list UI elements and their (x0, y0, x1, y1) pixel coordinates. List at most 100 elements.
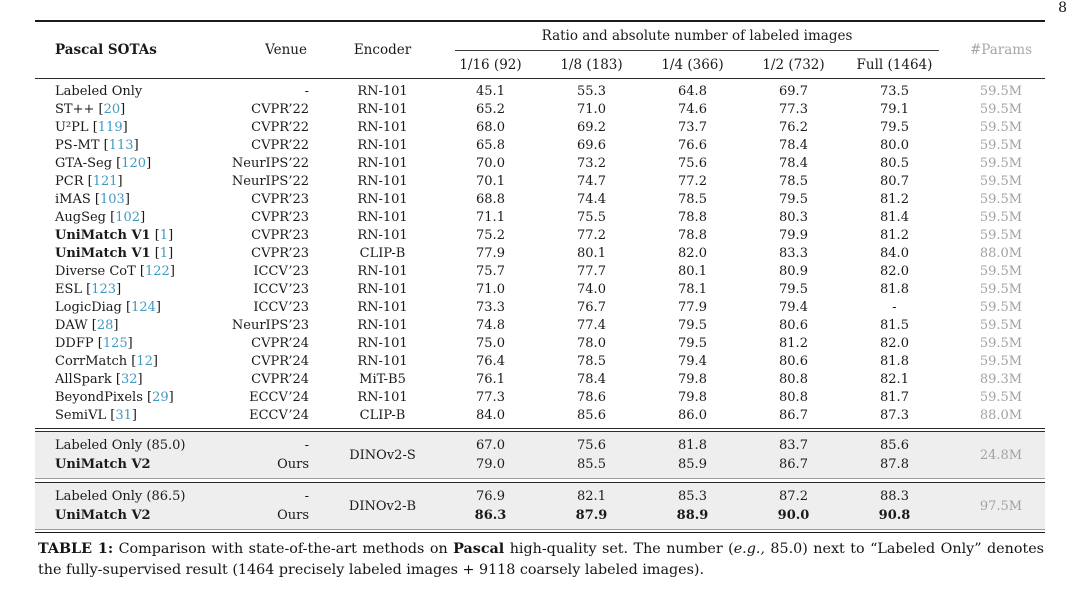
venue-cell: CVPR’22 (251, 119, 309, 135)
citation-link[interactable]: 32 (121, 371, 138, 387)
value-cell: 77.9 (476, 245, 505, 261)
citation-link[interactable]: 28 (96, 317, 114, 333)
value-cell: 86.3 (474, 508, 507, 523)
value-cell: 80.5 (880, 155, 909, 171)
value-cell: 69.6 (577, 137, 606, 153)
method-name: DDFP (55, 335, 94, 351)
value-cell: 88.3 (880, 489, 909, 504)
value-cell: 75.7 (476, 263, 505, 279)
value-cell: 79.4 (678, 353, 707, 369)
method-name: GTA-Seg (55, 155, 113, 171)
citation-link[interactable]: 120 (121, 155, 147, 171)
venue-cell: ICCV’23 (253, 263, 309, 279)
value-cell: - (892, 299, 897, 315)
header-method-column: Pascal SOTAs (55, 42, 157, 58)
value-cell: 79.0 (476, 457, 505, 472)
value-cell: 78.4 (779, 155, 808, 171)
value-cell: 73.7 (678, 119, 707, 135)
value-cell: 65.2 (476, 101, 505, 117)
method-cell: UniMatch V2 (35, 508, 230, 523)
method-name: CorrMatch (55, 353, 128, 369)
citation-link[interactable]: 1 (159, 227, 169, 243)
params-cell: 59.5M (979, 191, 1023, 207)
method-cell: U²PL [119] (55, 119, 128, 135)
value-cell: 76.1 (476, 371, 505, 387)
value-cell: 74.6 (678, 101, 707, 117)
venue-cell: CVPR’24 (251, 371, 309, 387)
citation-link[interactable]: 121 (92, 173, 118, 189)
encoder-cell: MiT-B5 (359, 371, 406, 387)
value-cell: 70.1 (476, 173, 505, 189)
citation-link[interactable]: 31 (115, 407, 132, 423)
table-row: Labeled Only - RN-101 45.1 55.3 64.8 69.7 73.5 5… (35, 82, 1045, 100)
table-row: Diverse CoT [122] ICCV’23 RN-101 75.7 77.7 80… (35, 262, 1045, 280)
venue-cell: CVPR’22 (251, 101, 309, 117)
value-cell: 55.3 (577, 83, 606, 99)
value-cell: 79.5 (678, 335, 707, 351)
method-name: DAW (55, 317, 88, 333)
value-cell: 80.9 (779, 263, 808, 279)
value-cell: 90.8 (878, 508, 911, 523)
value-cell: 85.6 (880, 438, 909, 453)
citation-link[interactable]: 125 (102, 335, 128, 351)
params-cell: 59.5M (979, 299, 1023, 315)
highlight-groups: Labeled Only (85.0) - 67.0 75.6 81.8 83.7 85.6… (35, 431, 1045, 530)
value-cell: 80.8 (779, 389, 808, 405)
value-cell: 84.0 (880, 245, 909, 261)
value-cell: 77.2 (577, 227, 606, 243)
value-cell: 80.0 (880, 137, 909, 153)
params-cell: 59.5M (979, 263, 1023, 279)
value-cell: 78.5 (779, 173, 808, 189)
citation-link[interactable]: 102 (115, 209, 141, 225)
table-row: LogicDiag [124] ICCV’23 RN-101 73.3 76.7 77.9… (35, 298, 1045, 316)
value-cell: 78.6 (577, 389, 606, 405)
citation-link[interactable]: 103 (99, 191, 125, 207)
value-cell: 78.4 (577, 371, 606, 387)
value-cell: 73.2 (577, 155, 606, 171)
method-cell: CorrMatch [12] (55, 353, 158, 369)
venue-cell: ICCV’23 (253, 281, 309, 297)
value-cell: 79.4 (779, 299, 808, 315)
value-cell: 64.8 (678, 83, 707, 99)
method-cell: Labeled Only (85.0) (35, 438, 230, 453)
params-cell: 59.5M (979, 101, 1023, 117)
value-cell: 79.8 (678, 371, 707, 387)
params-cell: 88.0M (979, 407, 1023, 423)
encoder-cell: RN-101 (357, 281, 408, 297)
method-cell: ST++ [20] (55, 101, 126, 117)
method-cell: AugSeg [102] (55, 209, 146, 225)
params-cell: 59.5M (979, 227, 1023, 243)
citation-link[interactable]: 123 (91, 281, 117, 297)
method-name: ST++ (55, 101, 95, 117)
params-cell: 59.5M (979, 281, 1023, 297)
citation-link[interactable]: 1 (159, 245, 169, 261)
params-cell: 59.5M (979, 353, 1023, 369)
value-cell: 74.4 (577, 191, 606, 207)
value-cell: 77.3 (779, 101, 808, 117)
caption-label: TABLE 1: (38, 541, 114, 557)
value-cell: 78.5 (678, 191, 707, 207)
table-caption: TABLE 1: Comparison with state-of-the-ar… (38, 539, 1044, 581)
method-name: LogicDiag (55, 299, 122, 315)
value-cell: 90.0 (777, 508, 810, 523)
encoder-cell: DINOv2-B (348, 498, 417, 514)
venue-cell: NeurIPS’23 (231, 317, 309, 333)
venue-cell: CVPR’24 (251, 353, 309, 369)
value-cell: 81.8 (678, 438, 707, 453)
citation-link[interactable]: 124 (131, 299, 156, 315)
citation-link[interactable]: 20 (103, 101, 121, 117)
value-cell: 88.9 (676, 508, 709, 523)
value-cell: 86.7 (779, 407, 808, 423)
encoder-cell: CLIP-B (359, 407, 406, 423)
method-cell: BeyondPixels [29] (55, 389, 174, 405)
venue-cell: CVPR’23 (251, 191, 309, 207)
citation-link[interactable]: 119 (97, 119, 123, 135)
value-cell: 76.2 (779, 119, 808, 135)
citation-link[interactable]: 29 (152, 389, 169, 405)
value-cell: 79.5 (779, 191, 808, 207)
citation-link[interactable]: 12 (136, 353, 153, 369)
ratio-col-header: 1/4 (366) (661, 56, 724, 73)
citation-link[interactable]: 122 (145, 263, 170, 279)
citation-link[interactable]: 113 (108, 137, 134, 153)
value-cell: 80.7 (880, 173, 909, 189)
